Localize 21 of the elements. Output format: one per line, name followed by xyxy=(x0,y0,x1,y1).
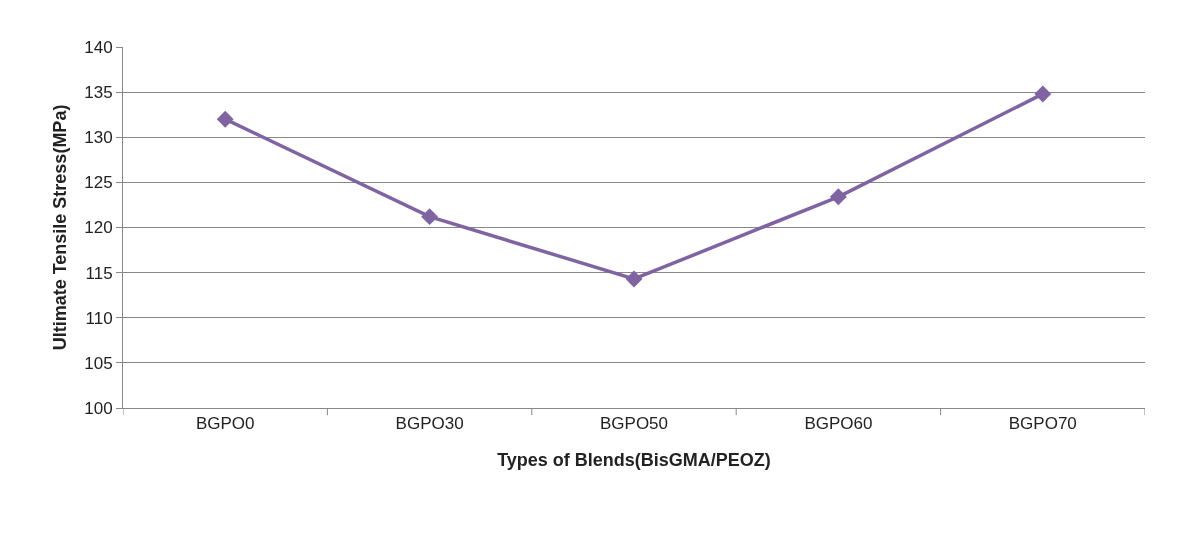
y-tick-label: 100 xyxy=(84,398,113,418)
y-tick-label: 140 xyxy=(84,37,113,57)
x-tick-label: BGPO0 xyxy=(195,414,255,434)
y-tick-label: 125 xyxy=(84,173,113,193)
point xyxy=(216,110,234,128)
point xyxy=(1034,85,1052,103)
y-tick-label: 105 xyxy=(84,353,113,373)
x-tick-label: BGPO70 xyxy=(1008,414,1077,434)
x-tick-label: BGPO50 xyxy=(599,414,669,434)
point xyxy=(421,208,439,226)
x-tick-label: BGPO30 xyxy=(395,414,464,434)
y-axis-title: Ultimate Tensile Stress(MPa) xyxy=(50,104,71,351)
x-axis-title: Types of Blends(BisGMA/PEOZ) xyxy=(497,449,771,470)
point xyxy=(625,270,643,288)
y-tick-label: 115 xyxy=(85,263,113,283)
y-tick-label: 110 xyxy=(85,308,113,328)
point xyxy=(829,188,847,206)
y-tick-label: 135 xyxy=(84,83,113,103)
x-tick-label: BGPO60 xyxy=(804,414,873,434)
y-tick-label: 130 xyxy=(84,128,113,148)
y-tick-label: 120 xyxy=(84,218,113,238)
